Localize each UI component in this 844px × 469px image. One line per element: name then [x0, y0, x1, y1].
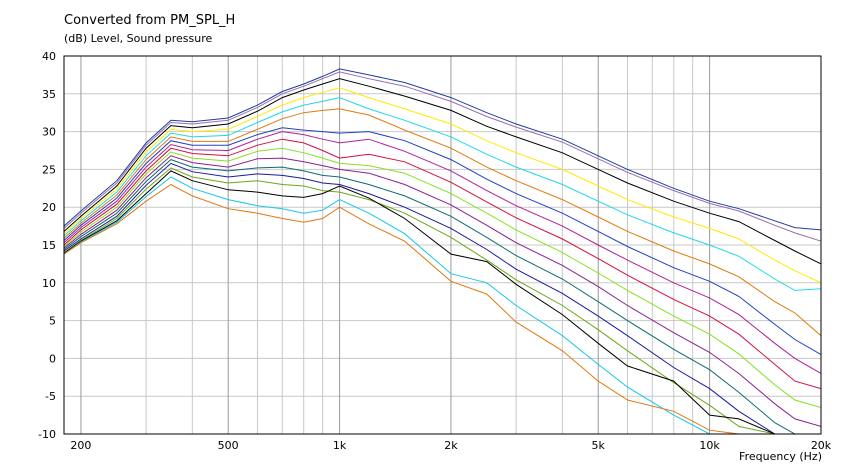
x-tick-label: 2k: [444, 439, 458, 452]
series-line-11: [64, 155, 821, 427]
series-line-16: [64, 176, 821, 434]
series-line-5: [64, 97, 821, 291]
series-line-8: [64, 131, 821, 374]
x-axis-label: Frequency (Hz): [739, 450, 822, 463]
series-line-17: [64, 183, 821, 434]
x-tick-label: 500: [218, 439, 239, 452]
y-tick-label: 35: [42, 88, 56, 101]
y-tick-label: -10: [38, 428, 56, 441]
y-axis-label: (dB) Level, Sound pressure: [64, 32, 213, 45]
series-line-3: [64, 78, 821, 265]
plot-border: [63, 55, 822, 435]
x-tick-label: 5k: [592, 439, 606, 452]
series-line-10: [64, 147, 821, 408]
series-line-12: [64, 159, 821, 434]
x-tick-label: 200: [70, 439, 91, 452]
series-line-2: [64, 71, 821, 242]
y-tick-label: 20: [42, 201, 56, 214]
plot-frame: [63, 55, 822, 435]
chart-title: Converted from PM_SPL_H: [64, 13, 236, 28]
x-tick-label: 10k: [699, 439, 720, 452]
y-tick-label: 10: [42, 277, 56, 290]
series-lines: [64, 68, 821, 434]
y-tick-label: 15: [42, 239, 56, 252]
series-line-9: [64, 138, 821, 390]
series-line-15: [64, 170, 821, 434]
y-tick-label: -5: [45, 390, 56, 403]
series-line-1: [64, 68, 821, 231]
y-tick-label: 5: [49, 315, 56, 328]
x-tick-label: 20k: [811, 439, 832, 452]
y-tick-label: 40: [42, 50, 56, 63]
series-line-4: [64, 87, 821, 284]
y-tick-label: 30: [42, 126, 56, 139]
series-line-6: [64, 108, 821, 337]
series-line-14: [64, 167, 821, 434]
series-line-7: [64, 127, 821, 356]
x-tick-labels: 200 500 1k 2k 5k 10k 20k: [70, 439, 831, 452]
series-line-13: [64, 162, 821, 434]
x-tick-label: 1k: [333, 439, 347, 452]
grid: [64, 55, 822, 435]
y-tick-label: 25: [42, 163, 56, 176]
y-tick-labels: 40 35 30 25 20 15 10 5 0 -5 -10: [38, 50, 56, 441]
y-tick-label: 0: [49, 352, 56, 365]
